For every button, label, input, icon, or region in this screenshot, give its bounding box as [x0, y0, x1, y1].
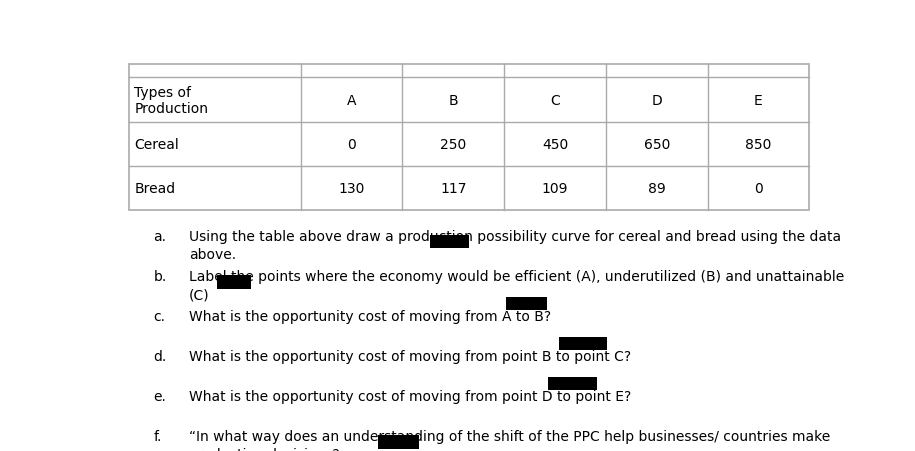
- Text: What is the opportunity cost of moving from point B to point C?: What is the opportunity cost of moving f…: [188, 350, 631, 363]
- Text: Label the points where the economy would be efficient (A), underutilized (B) and: Label the points where the economy would…: [188, 269, 844, 283]
- Text: e.: e.: [154, 389, 167, 403]
- Bar: [548, 377, 597, 391]
- Text: Bread: Bread: [135, 182, 176, 196]
- Text: 850: 850: [746, 138, 771, 152]
- Text: above.: above.: [188, 248, 236, 262]
- Bar: [506, 298, 547, 311]
- Text: E: E: [754, 94, 763, 108]
- Text: A: A: [347, 94, 356, 108]
- Text: 89: 89: [648, 182, 665, 196]
- Text: 130: 130: [339, 182, 365, 196]
- Text: 117: 117: [440, 182, 467, 196]
- Text: 250: 250: [440, 138, 467, 152]
- Text: (C): (C): [188, 287, 210, 301]
- Text: B: B: [448, 94, 458, 108]
- Text: 650: 650: [643, 138, 670, 152]
- Text: Using the table above draw a production possibility curve for cereal and bread u: Using the table above draw a production …: [188, 230, 841, 244]
- Text: c.: c.: [154, 309, 166, 323]
- Text: D: D: [651, 94, 662, 108]
- Text: What is the opportunity cost of moving from point D to point E?: What is the opportunity cost of moving f…: [188, 389, 631, 403]
- Text: Types of
Production: Types of Production: [135, 86, 209, 116]
- Text: What is the opportunity cost of moving from A to B?: What is the opportunity cost of moving f…: [188, 309, 551, 323]
- Text: “In what way does an understanding of the shift of the PPC help businesses/ coun: “In what way does an understanding of th…: [188, 429, 830, 443]
- Bar: [217, 276, 252, 289]
- Text: b.: b.: [154, 269, 167, 283]
- Bar: [378, 435, 419, 449]
- Bar: [430, 236, 468, 249]
- Text: 109: 109: [542, 182, 568, 196]
- Bar: [559, 337, 608, 351]
- Text: d.: d.: [154, 350, 167, 363]
- Text: 0: 0: [754, 182, 763, 196]
- Text: Cereal: Cereal: [135, 138, 179, 152]
- Text: 0: 0: [347, 138, 356, 152]
- Text: a.: a.: [154, 230, 167, 244]
- Text: C: C: [550, 94, 560, 108]
- Text: production decisions?: production decisions?: [188, 447, 339, 451]
- Text: 450: 450: [542, 138, 568, 152]
- Text: f.: f.: [154, 429, 162, 443]
